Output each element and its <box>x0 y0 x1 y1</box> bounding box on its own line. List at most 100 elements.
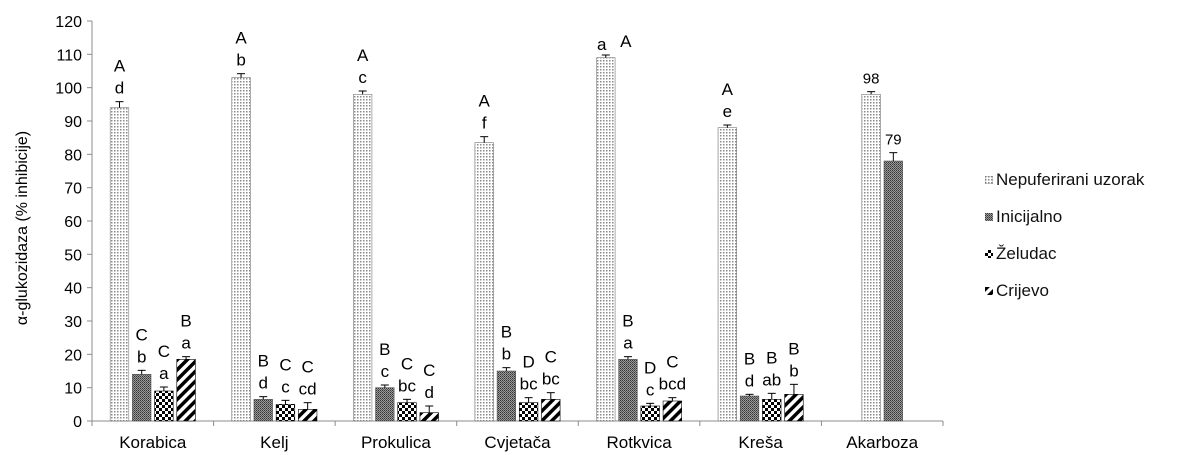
x-tick-label: Akarboza <box>846 433 918 452</box>
legend-label: Crijevo <box>996 280 1049 300</box>
legend: Nepuferirani uzorak Inicijalno Želudac C… <box>985 167 1184 315</box>
y-axis-title: α-glukozidaza (% inhibicije) <box>14 131 31 325</box>
y-tick-label: 60 <box>64 214 82 231</box>
bar <box>596 57 616 422</box>
legend-swatch-dense-icon <box>985 212 993 221</box>
x-tick-label: Cvjetača <box>484 433 551 452</box>
data-label: bc <box>542 370 560 389</box>
data-label: a <box>159 364 169 383</box>
data-label: A <box>479 92 491 111</box>
data-label: a <box>181 334 191 353</box>
y-tick-label: 40 <box>64 281 82 298</box>
legend-item-nepuferirani: Nepuferirani uzorak <box>985 167 1184 192</box>
data-label: 98 <box>863 71 880 88</box>
bar <box>640 405 660 422</box>
data-label: B <box>501 323 512 342</box>
data-label: C <box>666 353 678 372</box>
data-label: A <box>114 57 126 76</box>
data-label: a <box>597 35 607 54</box>
y-tick-label: 50 <box>64 247 82 264</box>
bar <box>176 359 196 422</box>
data-label: c <box>646 380 655 399</box>
data-label: b <box>137 347 146 366</box>
bar <box>883 160 903 422</box>
data-label: C <box>279 355 291 374</box>
bar <box>474 142 494 422</box>
data-label: A <box>722 80 734 99</box>
x-tick-label: Prokulica <box>361 433 431 452</box>
data-label: c <box>358 68 367 87</box>
y-tick-label: 80 <box>64 147 82 164</box>
data-label: d <box>424 383 433 402</box>
data-label: B <box>258 352 269 371</box>
bar <box>518 402 539 422</box>
data-label: a <box>623 334 633 353</box>
legend-swatch-dots-icon <box>985 175 993 184</box>
y-tick-label: 30 <box>64 314 82 331</box>
y-tick-label: 110 <box>56 47 82 64</box>
data-label: B <box>622 312 633 331</box>
bar <box>861 94 881 422</box>
data-label: c <box>281 377 290 396</box>
bar <box>662 400 682 422</box>
data-label: d <box>259 374 268 393</box>
data-label: d <box>115 79 124 98</box>
y-tick-label: 70 <box>64 181 82 198</box>
y-tick-label: 0 <box>73 414 82 431</box>
bar <box>231 77 251 422</box>
bar <box>375 387 395 422</box>
data-label: d <box>745 371 754 390</box>
y-tick-label: 10 <box>64 381 82 398</box>
data-label: A <box>620 32 632 51</box>
bar <box>717 127 737 422</box>
data-label: 79 <box>885 132 902 149</box>
bar <box>541 399 561 422</box>
bar <box>353 94 373 422</box>
data-label: B <box>744 349 755 368</box>
bar <box>496 370 517 422</box>
bar <box>397 402 417 422</box>
bar <box>739 395 760 422</box>
legend-item-inicijalno: Inicijalno <box>985 204 1184 229</box>
legend-label: Inicijalno <box>996 206 1063 226</box>
data-label: C <box>545 348 557 367</box>
bar <box>762 399 782 422</box>
legend-swatch-checker-icon <box>985 249 993 258</box>
legend-label: Nepuferirani uzorak <box>996 169 1145 189</box>
legend-item-crijevo: Crijevo <box>985 278 1184 303</box>
data-label: C <box>423 361 435 380</box>
data-label: cd <box>299 380 317 399</box>
data-label: B <box>180 312 191 331</box>
data-label: C <box>302 358 314 377</box>
bar <box>132 374 152 422</box>
data-label: c <box>381 362 390 381</box>
data-label: b <box>502 345 511 364</box>
bar <box>275 404 296 422</box>
data-label: D <box>522 353 534 372</box>
legend-label: Želudac <box>996 243 1057 263</box>
bar <box>253 399 273 422</box>
bar <box>784 394 804 422</box>
data-label: D <box>644 358 656 377</box>
bar <box>298 409 318 422</box>
data-label: B <box>766 348 777 367</box>
x-tick-label: Kelj <box>260 433 288 452</box>
x-tick-label: Rotkvica <box>606 433 672 452</box>
y-tick-label: 20 <box>64 347 82 364</box>
x-tick-label: Korabica <box>119 433 187 452</box>
data-label: bc <box>520 375 538 394</box>
plot-area: 0102030405060708090100110120KorabicadAbC… <box>55 14 944 452</box>
data-label: f <box>482 114 487 133</box>
data-label: B <box>788 339 799 358</box>
data-label: b <box>789 361 798 380</box>
data-label: C <box>158 342 170 361</box>
y-tick-label: 120 <box>55 14 82 31</box>
bar <box>109 107 130 422</box>
data-label: A <box>235 29 247 48</box>
data-label: B <box>379 340 390 359</box>
data-label: C <box>136 325 148 344</box>
data-label: bc <box>398 376 416 395</box>
data-label: bcd <box>659 375 686 394</box>
data-label: C <box>401 354 413 373</box>
